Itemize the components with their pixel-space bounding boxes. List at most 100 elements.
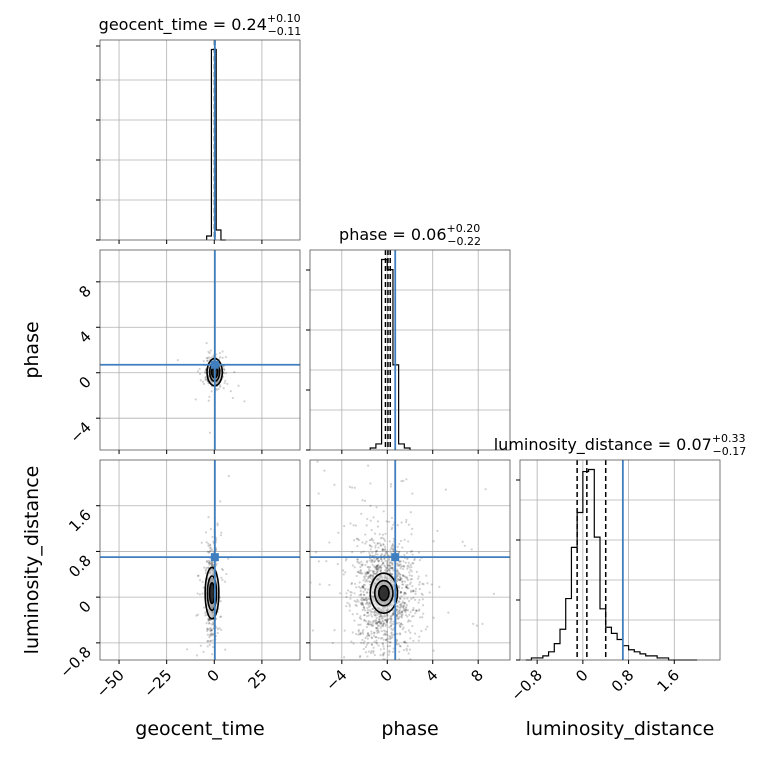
y-axis-label: phase	[21, 321, 43, 378]
sample-point	[405, 551, 409, 555]
sample-point	[398, 650, 401, 653]
sample-point	[208, 618, 211, 622]
sample-point	[364, 542, 367, 545]
sample-point	[361, 603, 365, 606]
sample-point	[218, 384, 222, 387]
sample-point	[382, 622, 385, 625]
sample-point	[198, 593, 202, 596]
sample-point	[409, 631, 412, 634]
sample-point	[366, 577, 370, 580]
sample-point	[387, 637, 390, 640]
sample-point	[382, 548, 385, 552]
sample-point	[376, 542, 380, 545]
sample-point	[204, 375, 207, 379]
sample-point	[405, 584, 408, 587]
sample-point	[371, 643, 374, 647]
sample-point	[403, 553, 406, 557]
sample-point	[384, 623, 388, 626]
sample-point	[390, 632, 393, 635]
sample-point	[398, 608, 401, 612]
sample-point	[359, 632, 362, 636]
sample-point	[404, 585, 407, 589]
sample-point	[383, 613, 386, 616]
sample-point	[386, 566, 389, 570]
sample-point	[387, 564, 390, 567]
x-axis-label: geocent_time	[135, 718, 264, 740]
sample-point	[405, 608, 408, 612]
sample-point	[373, 613, 376, 616]
panel-title: geocent_time = 0.24+0.10 −0.11	[99, 12, 302, 38]
sample-point	[373, 560, 376, 563]
sample-point	[362, 647, 365, 651]
sample-point	[361, 630, 364, 634]
sample-point	[374, 572, 378, 576]
sample-point	[387, 569, 390, 572]
sample-point	[410, 565, 413, 569]
panel-frame	[309, 249, 511, 451]
sample-point	[372, 516, 375, 519]
sample-point	[376, 569, 380, 572]
sample-point	[361, 599, 364, 602]
sample-point	[205, 686, 207, 688]
sample-point	[422, 583, 425, 586]
sample-point	[316, 460, 319, 463]
sample-point	[376, 553, 379, 556]
sample-point	[309, 717, 311, 719]
sample-point	[208, 546, 212, 550]
sample-point	[388, 617, 391, 620]
sample-point	[398, 615, 401, 618]
sample-point	[403, 564, 406, 567]
sample-point	[358, 581, 361, 584]
sample-point	[375, 506, 378, 509]
sample-point	[368, 580, 371, 583]
sample-point	[411, 585, 414, 588]
sample-point	[382, 647, 386, 650]
sample-point	[369, 576, 372, 579]
sample-point	[212, 623, 215, 626]
sample-point	[406, 579, 410, 582]
sample-point	[399, 591, 403, 594]
sample-point	[384, 618, 387, 622]
sample-point	[363, 619, 366, 622]
sample-point	[380, 629, 383, 633]
sample-point	[221, 356, 224, 359]
sample-point	[207, 640, 210, 643]
sample-point	[379, 622, 383, 625]
sample-point	[359, 615, 362, 618]
sample-point	[399, 603, 402, 606]
sample-point	[381, 653, 385, 656]
sample-point	[196, 592, 199, 595]
sample-point	[391, 636, 394, 639]
sample-point	[361, 572, 364, 575]
sample-point	[368, 668, 370, 670]
sample-point	[375, 568, 378, 571]
sample-point	[195, 654, 199, 657]
histogram-geocent_time: geocent_time = 0.24+0.10 −0.11	[96, 12, 301, 244]
sample-point	[407, 629, 410, 632]
sample-point	[351, 551, 354, 554]
sample-point	[361, 563, 364, 566]
sample-point	[407, 620, 410, 623]
sample-point	[375, 622, 379, 625]
sample-point	[210, 623, 213, 626]
sample-point	[370, 649, 373, 653]
sample-point	[384, 615, 387, 618]
sample-point	[398, 542, 401, 546]
sample-point	[395, 614, 399, 617]
sample-point	[484, 488, 487, 491]
sample-point	[204, 371, 207, 375]
sample-point	[408, 574, 411, 577]
sample-point	[374, 544, 377, 547]
sample-point	[409, 610, 412, 614]
sample-point	[363, 598, 366, 602]
sample-point	[209, 632, 212, 635]
sample-point	[378, 615, 381, 618]
sample-point	[365, 602, 368, 605]
sample-point	[398, 579, 401, 582]
sample-point	[382, 537, 386, 540]
sample-point	[376, 564, 379, 567]
sample-point	[396, 578, 400, 581]
sample-point	[366, 606, 369, 610]
sample-point	[205, 566, 208, 569]
sample-point	[421, 598, 424, 601]
